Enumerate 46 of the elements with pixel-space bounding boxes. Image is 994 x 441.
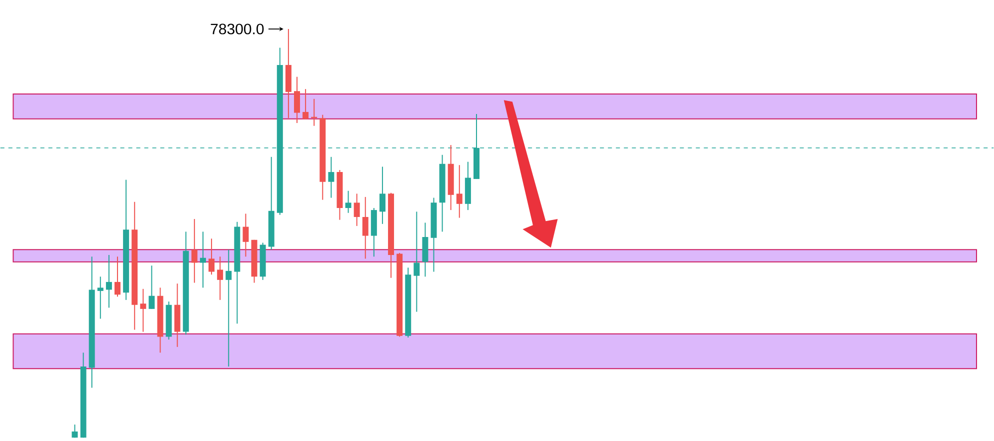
candlestick bbox=[191, 218, 198, 284]
candlestick bbox=[157, 287, 164, 354]
candlestick bbox=[328, 156, 334, 198]
candlestick bbox=[166, 301, 172, 340]
candlestick bbox=[464, 161, 471, 211]
candlestick bbox=[200, 231, 206, 288]
candlestick bbox=[414, 211, 420, 312]
candlestick bbox=[174, 283, 180, 348]
candlestick bbox=[132, 202, 138, 330]
candlestick bbox=[208, 238, 215, 276]
candlestick bbox=[72, 424, 78, 438]
candlestick bbox=[80, 352, 86, 438]
candlestick bbox=[217, 256, 224, 301]
candlestick bbox=[396, 252, 403, 338]
candlestick bbox=[422, 222, 428, 278]
candlestick bbox=[302, 88, 309, 120]
candlestick bbox=[106, 254, 112, 308]
candlestick bbox=[336, 170, 343, 221]
candlestick bbox=[456, 164, 462, 218]
candlestick bbox=[439, 154, 446, 232]
candlestick bbox=[362, 196, 368, 260]
candlestick bbox=[88, 256, 95, 388]
candlestick bbox=[242, 213, 249, 258]
candlestick bbox=[123, 179, 130, 301]
candlestick bbox=[234, 222, 240, 324]
candlestick bbox=[148, 265, 155, 310]
candlestick bbox=[405, 267, 412, 338]
candlestick bbox=[379, 166, 386, 225]
candlestick bbox=[388, 192, 394, 279]
candlestick bbox=[430, 197, 437, 272]
candlestick bbox=[448, 144, 454, 211]
candlestick bbox=[345, 190, 352, 214]
candlestick bbox=[114, 256, 121, 298]
candlestick bbox=[354, 193, 360, 227]
candlestick bbox=[140, 288, 146, 332]
candlestick bbox=[370, 208, 377, 258]
candlestick bbox=[320, 114, 326, 200]
candlestick bbox=[182, 231, 189, 336]
annotation: 78300.0 bbox=[210, 24, 264, 34]
candlestick bbox=[268, 156, 274, 250]
candlestick bbox=[226, 249, 232, 368]
candlestick bbox=[260, 242, 266, 281]
candlestick bbox=[97, 276, 104, 320]
candlestick bbox=[294, 76, 300, 124]
candlestick bbox=[251, 240, 258, 284]
candlestick bbox=[285, 28, 292, 119]
